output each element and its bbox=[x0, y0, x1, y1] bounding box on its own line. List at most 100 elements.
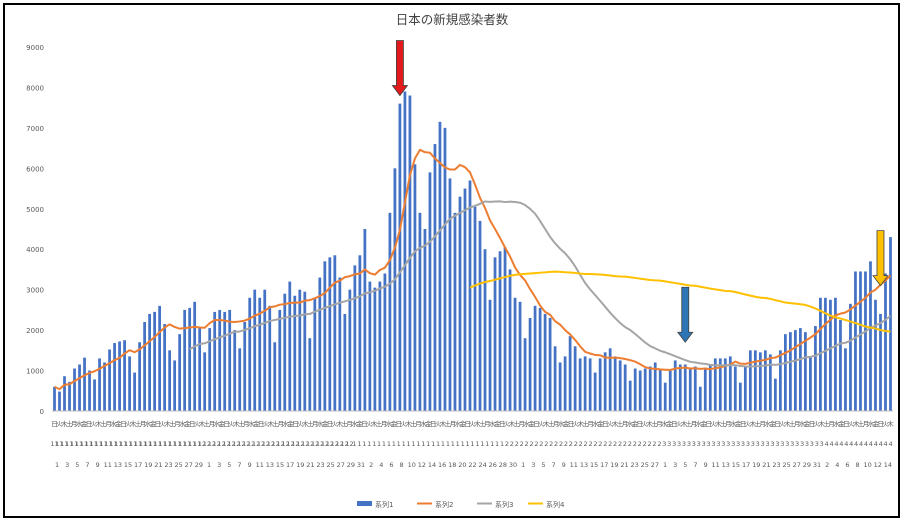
bar bbox=[673, 360, 677, 411]
bar bbox=[558, 362, 562, 411]
x-day-label: 1 bbox=[521, 461, 525, 469]
bar bbox=[338, 277, 342, 411]
x-month-label: 1 bbox=[431, 440, 435, 448]
x-month-label: 12 bbox=[306, 440, 314, 448]
bar bbox=[583, 356, 587, 411]
x-day-label: 10 bbox=[864, 461, 872, 469]
x-weekday-label: 月 bbox=[450, 420, 457, 428]
x-day-label: 6 bbox=[845, 461, 849, 469]
line-series bbox=[54, 148, 892, 391]
bar bbox=[78, 364, 81, 411]
x-day-label: 27 bbox=[337, 461, 345, 469]
x-weekday-label: 日 bbox=[292, 420, 299, 428]
x-weekday-label: 木 bbox=[681, 419, 688, 428]
bar bbox=[103, 362, 106, 411]
x-month-label: 2 bbox=[534, 440, 538, 448]
x-month-label: 3 bbox=[770, 440, 774, 448]
x-day-label: 23 bbox=[164, 461, 172, 469]
x-weekday-label: 火 bbox=[263, 420, 270, 428]
x-weekday-label: 日 bbox=[705, 420, 712, 428]
x-weekday-label: 土 bbox=[307, 419, 314, 428]
x-month-label: 11 bbox=[154, 440, 162, 448]
x-weekday-label: 水 bbox=[282, 419, 289, 428]
y-tick-label: 3000 bbox=[26, 287, 44, 295]
bar bbox=[543, 313, 547, 411]
x-day-label: 7 bbox=[85, 461, 89, 469]
x-day-label: 10 bbox=[408, 461, 416, 469]
x-day-label: 25 bbox=[327, 461, 335, 469]
x-month-label: 11 bbox=[55, 440, 63, 448]
x-month-label: 11 bbox=[183, 440, 191, 448]
x-weekday-label: 月 bbox=[346, 420, 353, 428]
x-day-label: 29 bbox=[347, 461, 355, 469]
bar bbox=[618, 360, 622, 411]
x-weekday-label: 木 bbox=[95, 419, 102, 428]
annotation-arrow bbox=[676, 286, 694, 343]
x-day-label: 19 bbox=[610, 461, 618, 469]
x-month-label: 2 bbox=[643, 440, 647, 448]
x-month-label: 3 bbox=[682, 440, 686, 448]
x-weekday-label: 日 bbox=[499, 420, 506, 428]
bar bbox=[733, 366, 737, 411]
x-weekday-label: 土 bbox=[135, 419, 142, 428]
x-day-label: 14 bbox=[884, 461, 892, 469]
bar bbox=[748, 350, 752, 411]
x-weekday-label: 日 bbox=[843, 420, 850, 428]
x-weekday-label: 土 bbox=[204, 419, 211, 428]
x-weekday-label: 火 bbox=[400, 420, 407, 428]
y-tick-label: 4000 bbox=[26, 246, 44, 254]
x-month-label: 2 bbox=[559, 440, 563, 448]
x-day-label: 15 bbox=[276, 461, 284, 469]
bar bbox=[789, 332, 792, 411]
bar bbox=[308, 338, 312, 411]
bar bbox=[458, 196, 462, 411]
bar bbox=[298, 289, 302, 411]
x-day-label: 3 bbox=[673, 461, 677, 469]
x-month-label: 11 bbox=[163, 440, 171, 448]
x-month-label: 3 bbox=[692, 440, 696, 448]
x-weekday-label: 月 bbox=[174, 420, 181, 428]
x-month-label: 12 bbox=[316, 440, 324, 448]
x-weekday-label: 木 bbox=[612, 419, 619, 428]
x-weekday-label: 金 bbox=[218, 419, 225, 428]
x-day-label: 3 bbox=[217, 461, 221, 469]
bar bbox=[743, 366, 747, 411]
x-weekday-label: 水 bbox=[489, 419, 496, 428]
x-month-label: 1 bbox=[436, 440, 440, 448]
x-day-label: 31 bbox=[357, 461, 365, 469]
bar bbox=[233, 330, 237, 411]
x-weekday-label: 土 bbox=[238, 419, 245, 428]
x-month-label: 3 bbox=[815, 440, 819, 448]
legend-label: 系列1 bbox=[375, 500, 393, 509]
x-weekday-label: 水 bbox=[799, 419, 806, 428]
bar bbox=[348, 289, 352, 411]
x-month-label: 11 bbox=[50, 440, 58, 448]
x-day-label: 12 bbox=[418, 461, 426, 469]
x-weekday-label: 月 bbox=[725, 420, 732, 428]
bar bbox=[758, 352, 762, 411]
bar bbox=[723, 358, 727, 411]
x-day-label: 9 bbox=[96, 461, 100, 469]
bar bbox=[708, 364, 712, 411]
bar bbox=[884, 273, 887, 411]
x-weekday-label: 金 bbox=[632, 419, 639, 428]
bar bbox=[603, 352, 607, 411]
x-month-label: 2 bbox=[628, 440, 632, 448]
x-month-label: 4 bbox=[825, 440, 829, 448]
x-day-label: 23 bbox=[772, 461, 780, 469]
x-weekday-label: 月 bbox=[105, 420, 112, 428]
bar bbox=[598, 358, 602, 411]
x-weekday-label: 土 bbox=[273, 419, 280, 428]
y-tick-label: 6000 bbox=[26, 165, 44, 173]
bar bbox=[243, 322, 247, 411]
annotation-arrow bbox=[872, 230, 889, 287]
x-month-label: 3 bbox=[785, 440, 789, 448]
x-month-label: 3 bbox=[711, 440, 715, 448]
x-day-label: 5 bbox=[227, 461, 231, 469]
x-weekday-label: 日 bbox=[51, 420, 58, 428]
legend-label: 系列3 bbox=[495, 500, 513, 509]
bar bbox=[128, 356, 131, 411]
x-month-label: 1 bbox=[392, 440, 396, 448]
x-month-label: 12 bbox=[296, 440, 304, 448]
x-month-label: 1 bbox=[397, 440, 401, 448]
